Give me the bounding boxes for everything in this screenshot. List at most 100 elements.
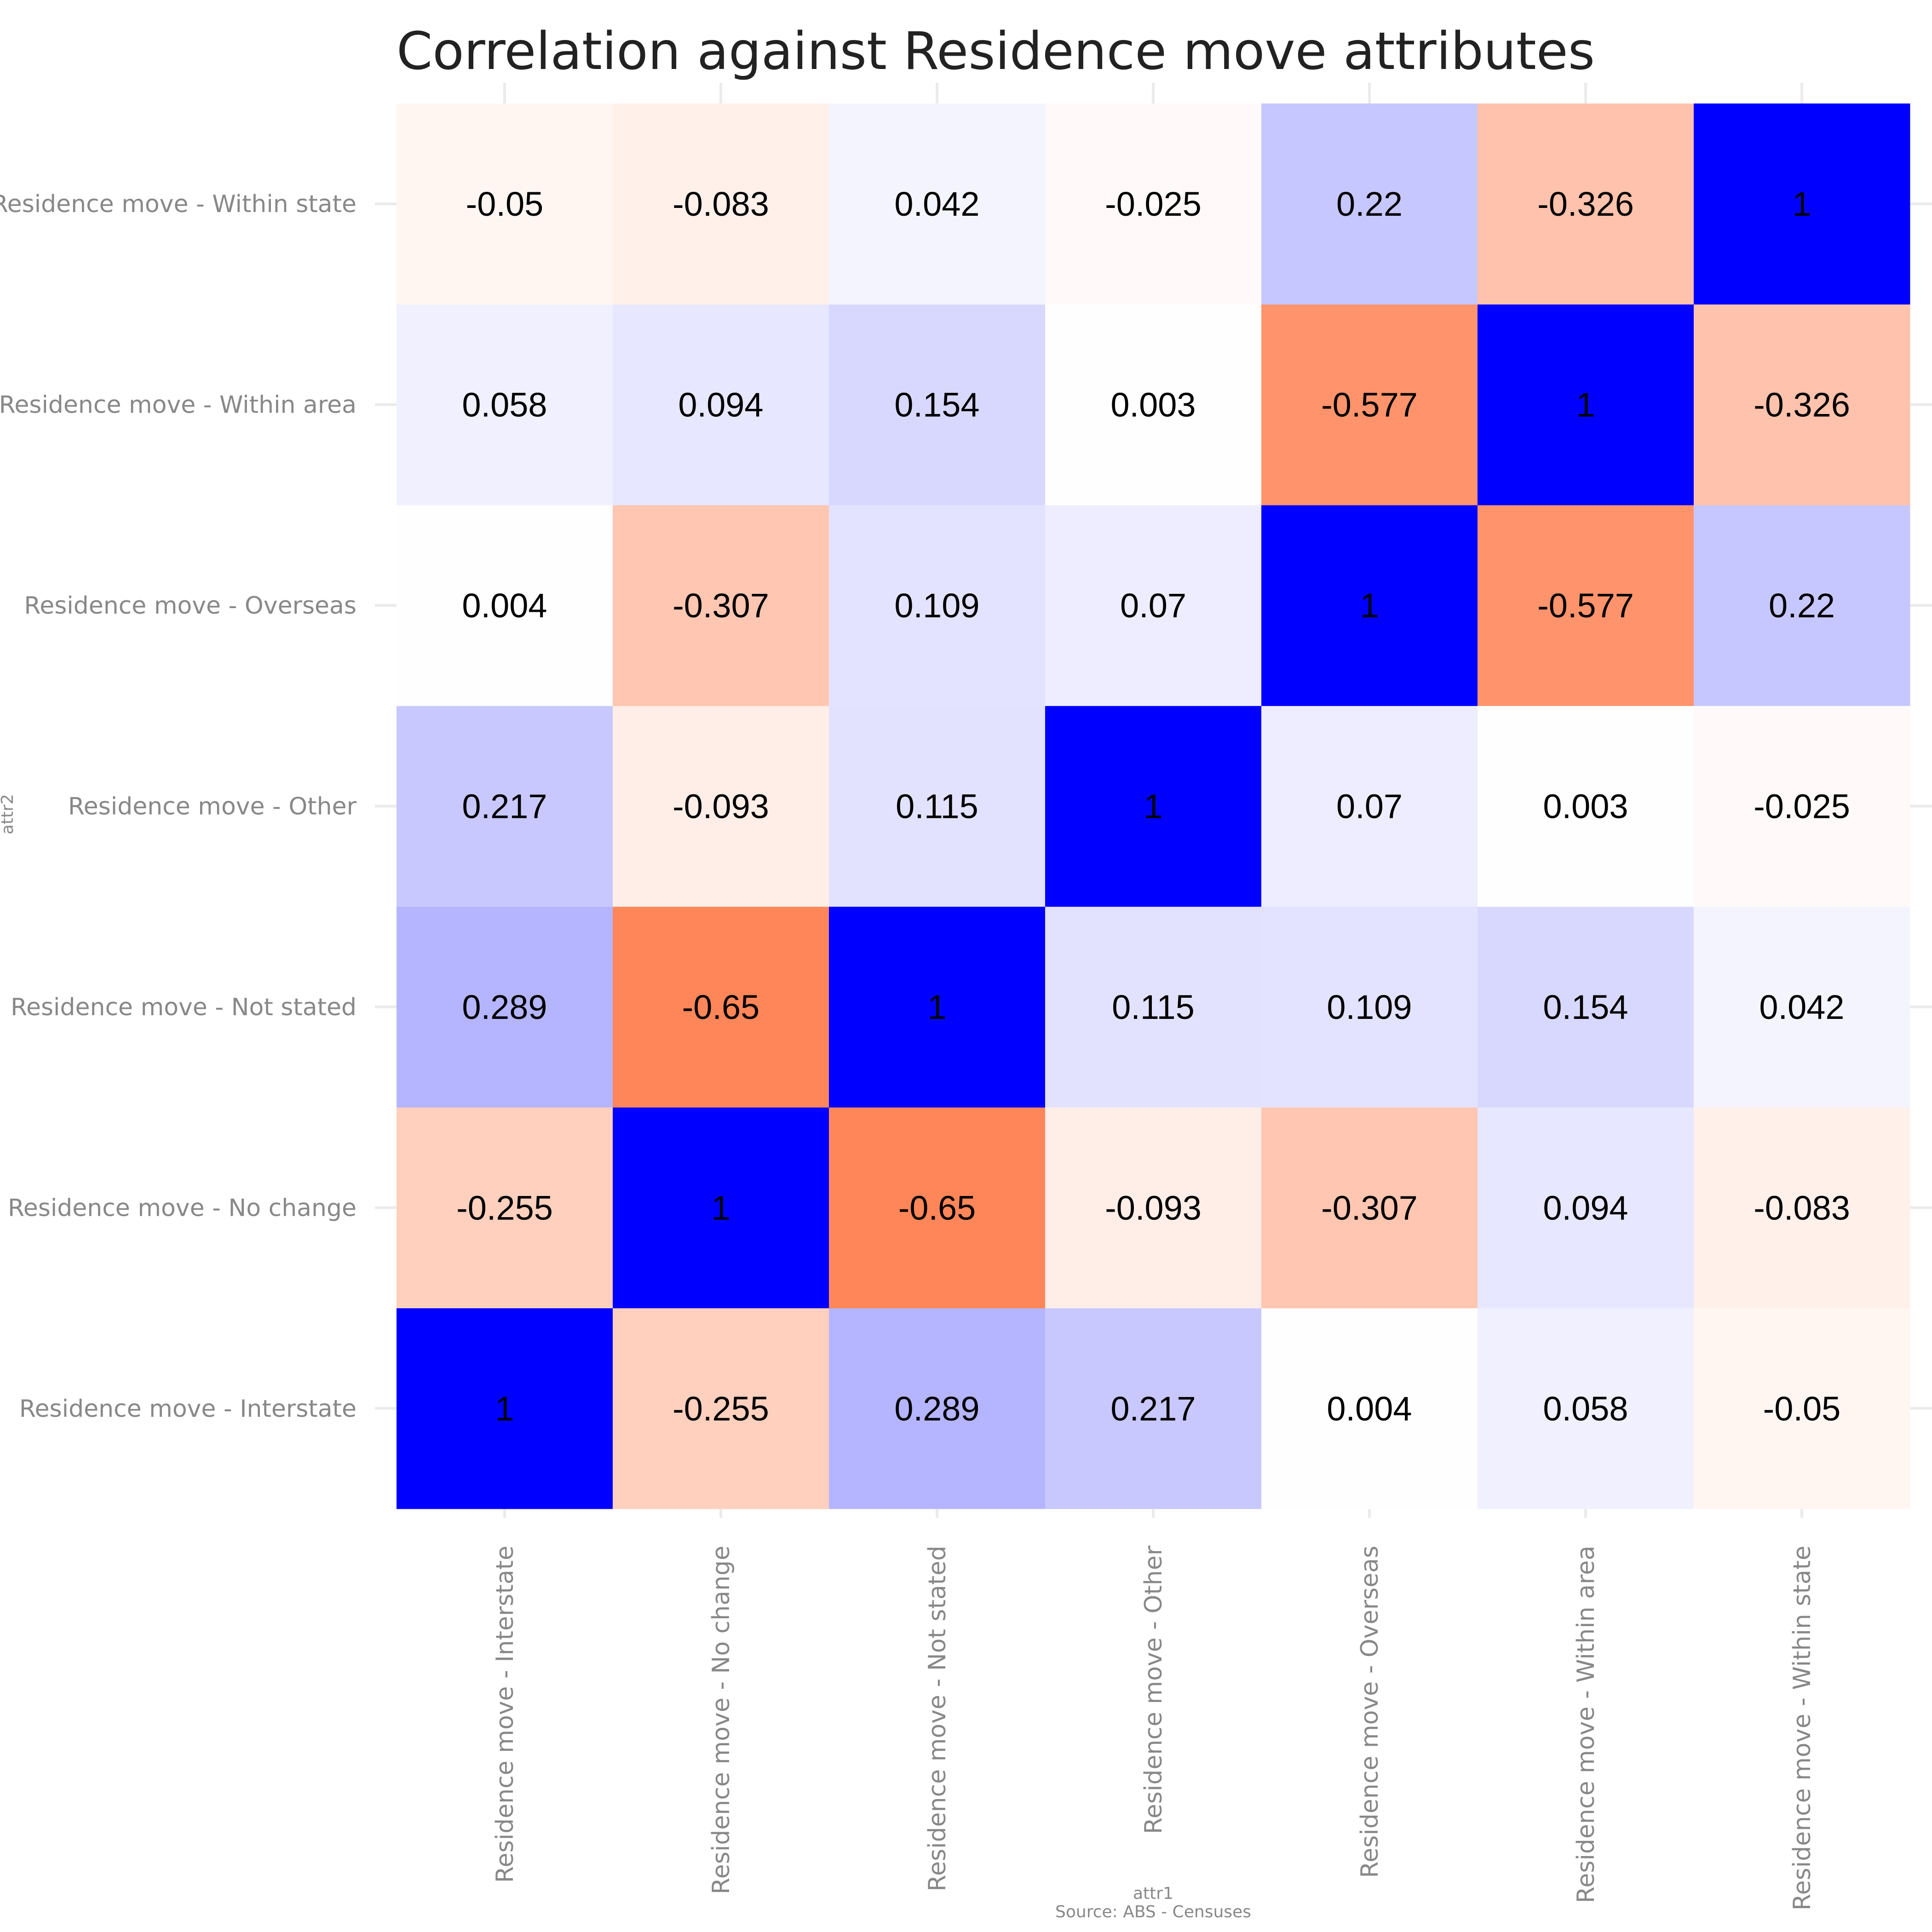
cell-value-label: 0.154 [894, 386, 979, 424]
cell-value-label: -0.025 [1105, 185, 1202, 223]
heatmap-cell [1694, 1308, 1910, 1509]
chart-title: Correlation against Residence move attri… [397, 22, 1595, 81]
heatmap-cell [1045, 906, 1262, 1108]
cell-value-label: 0.094 [1543, 1189, 1628, 1227]
y-axis-title: attr2 [0, 794, 17, 834]
cell-value-label: 0.109 [1327, 988, 1412, 1026]
cell-value-labels: 1 -0.255 0.289 0.217 0.004 0.058 -0.05 -0.255 1 -… [456, 185, 1850, 1428]
y-tick-label: Residence move - No change [8, 1194, 356, 1222]
heatmap-cell [1261, 906, 1478, 1108]
cell-value-label: 0.154 [1543, 988, 1628, 1026]
cell-value-label: -0.577 [1537, 586, 1634, 625]
heatmap-cell [1045, 706, 1262, 907]
heatmap-cell [397, 706, 613, 907]
cell-value-label: -0.307 [673, 586, 769, 625]
cell-value-label: 0.058 [462, 386, 547, 424]
heatmap-cell [1045, 304, 1262, 506]
heatmap-cell [1478, 906, 1694, 1108]
cell-value-label: 0.003 [1110, 386, 1196, 424]
cell-value-label: -0.577 [1321, 386, 1418, 424]
source-caption: Source: ABS - Censuses [1055, 1903, 1251, 1921]
heatmap-cell [397, 505, 613, 706]
heatmap-cell [397, 1107, 613, 1309]
x-tick-label: Residence move - Other [1140, 1545, 1167, 1834]
x-axis-tick-labels: Residence move - Interstate Residence mov… [491, 1545, 1816, 1910]
cell-value-label: 0.22 [1769, 586, 1835, 625]
heatmap-cell [397, 1308, 613, 1509]
heatmap-cell [1045, 1107, 1262, 1309]
cell-value-label: 0.289 [462, 988, 547, 1026]
cell-value-label: -0.255 [673, 1390, 769, 1428]
x-tick-label: Residence move - Overseas [1356, 1546, 1384, 1878]
heatmap-cell [613, 906, 829, 1108]
cell-value-label: 0.22 [1336, 185, 1403, 223]
cell-value-label: -0.255 [456, 1189, 553, 1227]
heatmap-cell [829, 1107, 1046, 1309]
heatmap-cells [397, 104, 1910, 1509]
cell-value-label: -0.05 [1763, 1390, 1841, 1428]
heatmap-cell [1478, 104, 1694, 305]
heatmap-cell [1478, 706, 1694, 907]
cell-value-label: -0.083 [1754, 1189, 1850, 1227]
x-tick-label: Residence move - Within state [1788, 1546, 1816, 1910]
heatmap-cell [829, 304, 1046, 506]
cell-value-label: 1 [1576, 386, 1595, 424]
heatmap-cell [829, 706, 1046, 907]
heatmap-cell [1478, 304, 1694, 506]
cell-value-label: 1 [1360, 586, 1379, 625]
cell-value-label: 0.217 [1110, 1390, 1196, 1428]
heatmap-cell [1261, 1107, 1478, 1309]
heatmap-cell [613, 1308, 829, 1509]
heatmap-cell [1261, 1308, 1478, 1509]
heatmap-cell [1694, 304, 1910, 506]
cell-value-label: 1 [927, 988, 946, 1026]
cell-value-label: 0.289 [894, 1390, 979, 1428]
cell-value-label: 1 [495, 1390, 514, 1428]
cell-value-label: 0.07 [1120, 586, 1186, 625]
cell-value-label: 0.003 [1543, 788, 1628, 826]
cell-value-label: -0.093 [1105, 1189, 1202, 1227]
cell-value-label: 0.004 [1327, 1390, 1412, 1428]
x-tick-label: Residence move - Not stated [924, 1546, 951, 1892]
cell-value-label: 0.07 [1336, 788, 1403, 826]
cell-value-label: 1 [711, 1189, 730, 1227]
heatmap-cell [1045, 1308, 1262, 1509]
y-tick-label: Residence move - Overseas [24, 592, 356, 620]
heatmap-cell [1694, 706, 1910, 907]
heatmap-cell [829, 906, 1046, 1108]
y-tick-label: Residence move - Interstate [19, 1395, 356, 1423]
cell-value-label: 1 [1792, 185, 1811, 223]
heatmap-cell [1261, 304, 1478, 506]
heatmap-cell [397, 906, 613, 1108]
heatmap-cell [397, 104, 613, 305]
heatmap-cell [829, 1308, 1046, 1509]
cell-value-label: 0.042 [1759, 988, 1844, 1026]
heatmap-cell [1694, 1107, 1910, 1309]
cell-value-label: 0.058 [1543, 1390, 1628, 1428]
x-tick-label: Residence move - No change [707, 1546, 735, 1894]
x-axis-title: attr1 [1133, 1884, 1173, 1903]
heatmap-cell [613, 706, 829, 907]
cell-value-label: 0.115 [1112, 988, 1195, 1026]
heatmap-cell [1261, 505, 1478, 706]
cell-value-label: 0.115 [896, 788, 978, 826]
cell-value-label: 0.109 [894, 586, 979, 625]
cell-value-label: -0.65 [898, 1189, 976, 1227]
cell-value-label: 1 [1144, 788, 1162, 826]
heatmap-cell [613, 104, 829, 305]
x-tick-label: Residence move - Interstate [491, 1546, 519, 1883]
heatmap-cell [1261, 706, 1478, 907]
cell-value-label: -0.083 [673, 185, 769, 223]
x-tick-label: Residence move - Within area [1572, 1546, 1600, 1903]
y-tick-label: Residence move - Within area [0, 391, 356, 419]
cell-value-label: 0.217 [462, 788, 547, 826]
heatmap-cell [1694, 104, 1910, 305]
cell-value-label: 0.042 [894, 185, 979, 223]
cell-value-label: -0.326 [1754, 386, 1850, 424]
y-axis-tick-labels: Residence move - Interstate Residence mov… [0, 190, 357, 1423]
cell-value-label: -0.093 [673, 788, 769, 826]
heatmap-cell [1261, 104, 1478, 305]
y-tick-label: Residence move - Other [68, 793, 357, 821]
cell-value-label: 0.004 [462, 586, 547, 625]
